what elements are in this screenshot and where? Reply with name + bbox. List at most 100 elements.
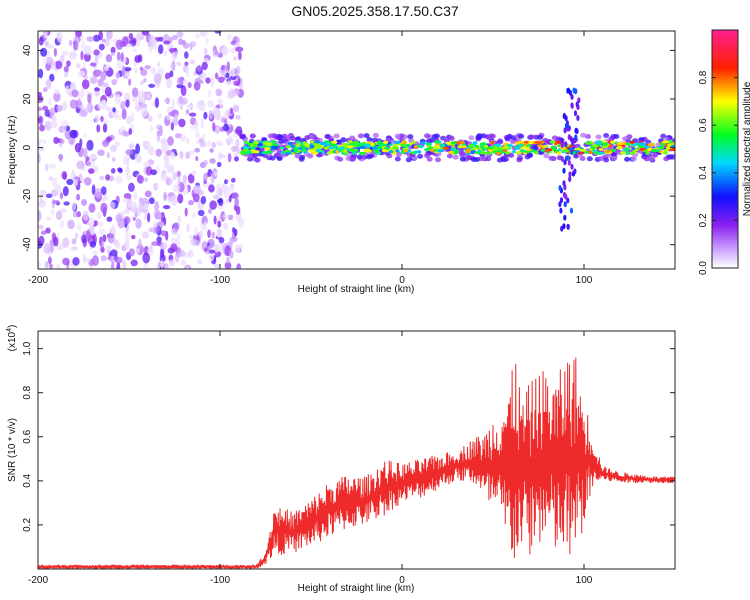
spectrogram-noise-blob	[177, 177, 181, 185]
spectrogram-noise-blob	[45, 193, 53, 198]
spectrogram-band-core	[479, 151, 487, 155]
spectrogram-noise-blob	[235, 125, 243, 136]
spectrogram-noise-blob	[136, 217, 140, 226]
spectrogram-noise-blob	[121, 108, 127, 120]
spectrogram-noise-blob	[116, 51, 121, 62]
spectrogram-band-core	[253, 150, 260, 154]
spectrogram-band-core	[403, 149, 408, 153]
spectrogram-noise-blob	[38, 36, 44, 46]
spectrogram-spread-blob	[572, 87, 576, 94]
spectrogram-noise-blob	[111, 157, 116, 162]
spectrogram-noise-blob	[173, 184, 180, 193]
spectrogram-band-halo	[630, 156, 637, 162]
spectrogram-noise-blob	[111, 79, 118, 86]
spectrogram-noise-blob	[234, 156, 239, 162]
spectrogram-noise-blob	[100, 255, 107, 262]
spectrogram-noise-blob	[120, 100, 126, 111]
spectrogram-spread-blob	[570, 149, 574, 156]
spectrogram-noise-blob	[230, 185, 235, 194]
spectrogram-band-core	[335, 150, 340, 154]
spectrogram-noise-blob	[38, 68, 44, 79]
spectrogram-band-halo	[417, 153, 424, 159]
spectrogram-noise-blob	[148, 35, 156, 46]
snr-ytick-label: 0.6	[22, 429, 33, 443]
spectrogram-xtick-label: -100	[210, 275, 230, 286]
spectrogram-spread-blob	[566, 223, 570, 230]
spectrogram-noise-blob	[160, 242, 168, 250]
spectrogram-band-core	[429, 148, 435, 152]
snr-ylabel: SNR (10 * v/v)	[7, 418, 18, 482]
spectrogram-noise-blob	[177, 215, 182, 224]
spectrogram-band-halo	[446, 153, 453, 159]
spectrogram-band-core	[610, 140, 615, 144]
spectrogram-band-core	[342, 142, 348, 146]
spectrogram-noise-blob	[222, 201, 226, 208]
spectrogram-noise-blob	[63, 65, 69, 73]
spectrogram-noise-blob	[234, 244, 241, 254]
spectrogram-noise-blob	[104, 86, 112, 97]
spectrogram-noise-blob	[63, 201, 70, 206]
spectrogram-noise-blob	[234, 198, 240, 206]
spectrogram-band-core	[280, 151, 286, 155]
spectrogram-band-core	[483, 144, 489, 148]
spectrogram-noise-blob	[202, 133, 206, 141]
spectrogram-band-halo	[324, 134, 331, 139]
spectrogram-noise-blob	[100, 71, 107, 81]
spectrogram-xtick-label: 100	[576, 275, 593, 286]
spectrogram-noise-blob	[172, 172, 178, 181]
spectrogram-band-halo	[452, 154, 459, 160]
spectrogram-noise-blob	[211, 141, 216, 149]
spectrogram-noise-blob	[69, 129, 77, 139]
spectrogram-band-core	[526, 144, 532, 148]
spectrogram-noise-blob	[71, 169, 75, 178]
spectrogram-noise-blob	[148, 227, 156, 233]
spectrogram-ytick-label: 40	[22, 44, 33, 56]
spectrogram-noise-blob	[229, 238, 233, 249]
spectrogram-band-halo	[624, 156, 631, 162]
spectrogram-noise-blob	[209, 158, 216, 164]
spectrogram-noise-blob	[232, 104, 240, 113]
spectrogram-noise-blob	[217, 229, 222, 238]
spectrogram-noise-blob	[231, 177, 236, 183]
spectrogram-noise-blob	[115, 39, 124, 50]
spectrogram-noise-blob	[122, 155, 130, 165]
spectrogram-noise-blob	[115, 213, 123, 223]
spectrogram-noise-blob	[188, 112, 197, 117]
spectrogram-noise-blob	[156, 212, 162, 220]
spectrogram-noise-blob	[145, 141, 151, 149]
spectrogram-spread-blob	[560, 142, 564, 149]
spectrogram-band-core	[630, 151, 636, 155]
spectrogram-noise-blob	[171, 34, 178, 41]
spectrogram-noise-blob	[43, 244, 51, 249]
spectrogram-noise-blob	[101, 38, 107, 43]
spectrogram-noise-blob	[207, 89, 212, 98]
spectrogram-noise-blob	[38, 138, 43, 145]
spectrogram-ytick-label: 20	[22, 93, 33, 105]
spectrogram-noise-blob	[203, 221, 207, 231]
spectrogram-noise-blob	[109, 144, 118, 153]
spectrogram-band-core	[352, 151, 357, 155]
spectrogram-spread-blob	[575, 101, 579, 108]
spectrogram-noise-blob	[165, 177, 173, 186]
spectrogram-band-halo	[267, 133, 274, 139]
spectrogram-band-core	[670, 148, 675, 152]
spectrogram-band-halo	[395, 151, 402, 157]
spectrogram-band-core	[528, 141, 535, 145]
spectrogram-spread-blob	[564, 122, 569, 129]
spectrogram-noise-blob	[56, 243, 64, 251]
spectrogram-noise-blob	[81, 79, 90, 90]
spectrogram-noise-blob	[73, 40, 78, 51]
spectrogram-noise-blob	[196, 104, 202, 110]
spectrogram-noise-blob	[62, 101, 67, 111]
spectrogram-noise-blob	[213, 215, 217, 225]
spectrogram-band-core	[645, 151, 650, 155]
spectrogram-noise-blob	[106, 216, 113, 222]
spectrogram-noise-blob	[86, 140, 94, 151]
spectrogram-band-core	[472, 141, 478, 145]
spectrogram-noise-blob	[199, 31, 208, 37]
spectrogram-band-core	[505, 151, 511, 155]
spectrogram-noise-blob	[178, 38, 184, 46]
snr-xtick-label: -100	[210, 575, 230, 586]
spectrogram-noise-blob	[42, 105, 48, 111]
spectrogram-noise-blob	[48, 163, 57, 169]
